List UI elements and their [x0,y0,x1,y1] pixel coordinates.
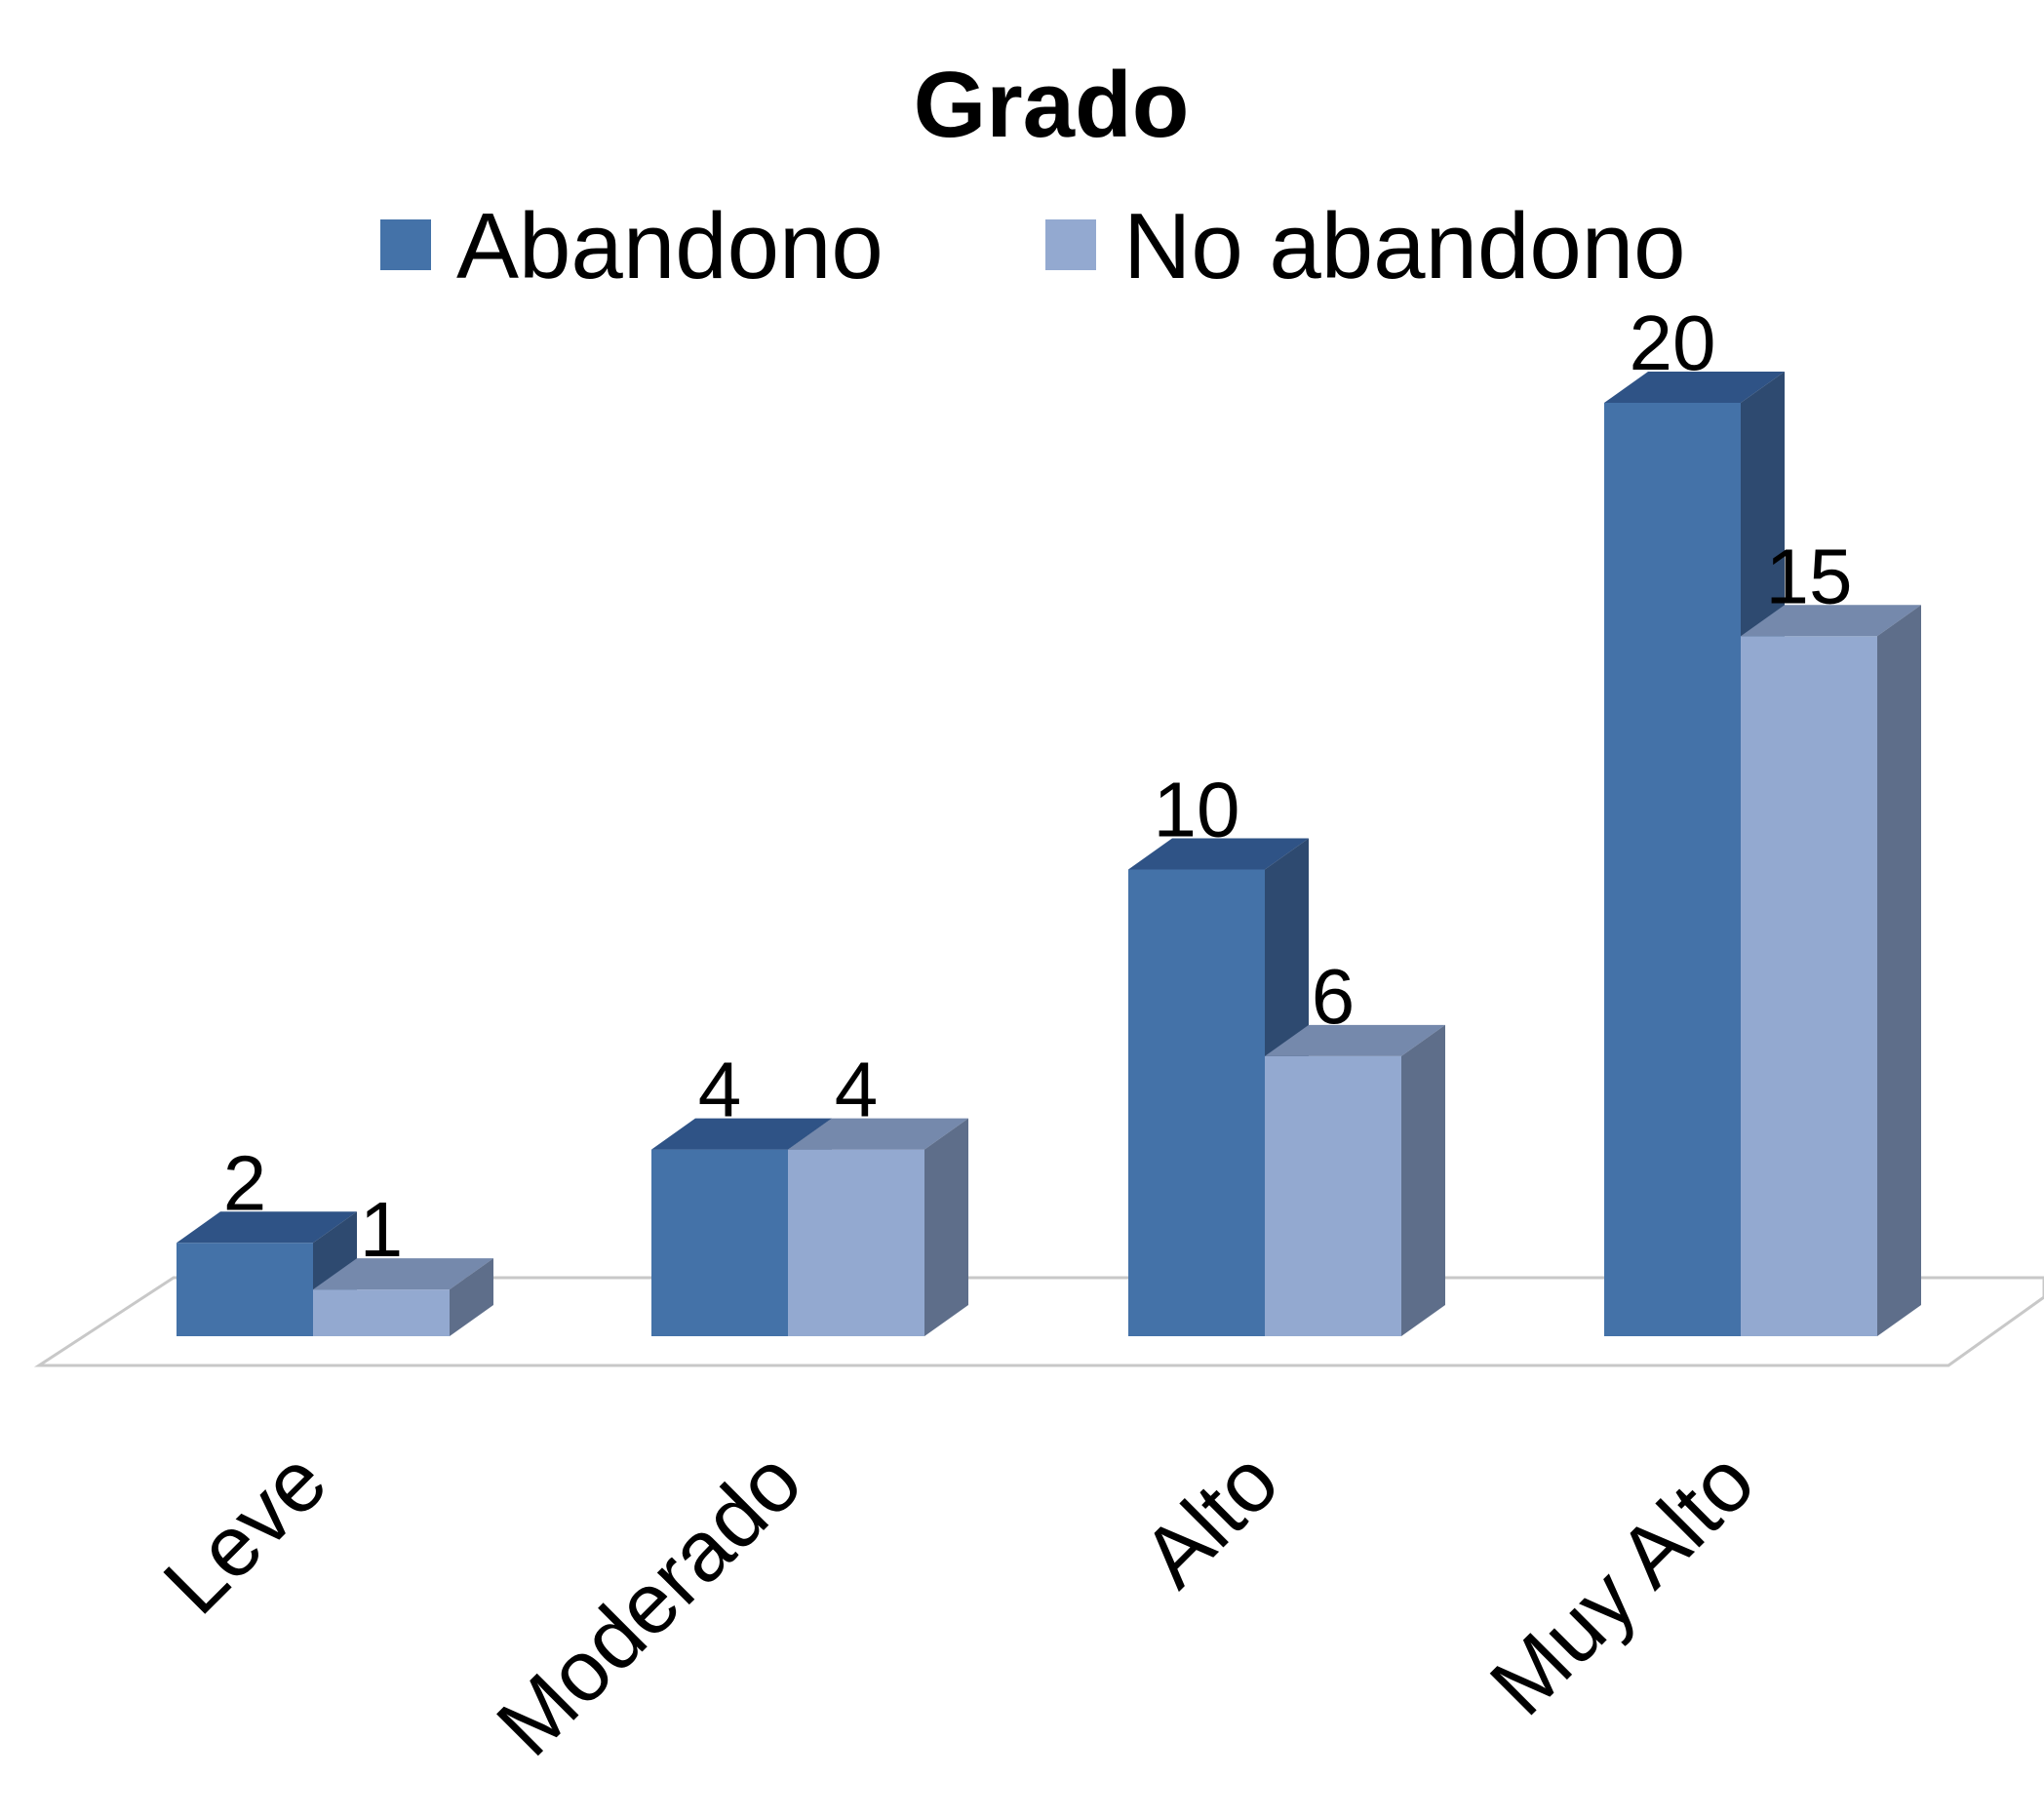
legend-swatch-abandono [380,219,431,270]
bar-side [1401,1024,1445,1336]
value-label-no-abandono-leve: 1 [360,1186,404,1273]
bar-top [1741,605,1921,637]
bar-side [1877,605,1921,1336]
bar-front [651,1149,788,1336]
value-label-no-abandono-moderado: 4 [835,1047,879,1133]
bar-no-abandono-alto [1265,1024,1445,1336]
value-label-abandono-leve: 2 [223,1139,267,1226]
category-label-leve: Leve [144,1432,344,1632]
bar-front [1265,1055,1401,1336]
chart-floor [33,1276,2044,1367]
category-label-alto: Alto [1123,1432,1296,1604]
value-labels-group: 2 1 4 4 10 6 20 15 [223,299,1853,1273]
value-label-no-abandono-alto: 6 [1312,953,1356,1040]
legend: Abandono No abandono [380,194,1686,298]
bars-group [177,372,1921,1336]
bar-top [651,1118,832,1150]
bar-top [177,1211,357,1244]
bar-side [924,1118,968,1336]
category-labels-group: Leve Moderado Alto Muy Alto [144,1432,1772,1773]
chart-title: Grado [914,53,1190,157]
bar-front [177,1243,313,1336]
legend-label-no-abandono: No abandono [1123,194,1686,298]
category-label-moderado: Moderado [478,1432,819,1773]
legend-label-abandono: Abandono [456,194,884,298]
bar-front [313,1289,450,1336]
legend-swatch-no-abandono [1045,219,1096,270]
bar-no-abandono-leve [313,1258,493,1336]
bar-side [450,1258,493,1336]
bar-top [313,1258,493,1290]
bar-no-abandono-moderado [788,1118,968,1336]
bar-front [1741,636,1877,1336]
bar-front [788,1149,924,1336]
value-label-no-abandono-muy-alto: 15 [1766,533,1853,619]
bar-top [1265,1024,1445,1056]
value-label-abandono-alto: 10 [1154,767,1240,853]
bar-top [788,1118,968,1150]
value-label-abandono-moderado: 4 [698,1047,742,1133]
value-label-abandono-muy-alto: 20 [1630,299,1716,386]
bar-front [1128,869,1265,1336]
bar-top [1604,372,1785,403]
bar-top [1128,838,1309,870]
bar-no-abandono-muy-alto [1741,605,1921,1336]
category-label-muy-alto: Muy Alto [1472,1432,1773,1733]
bar-front [1604,403,1741,1336]
